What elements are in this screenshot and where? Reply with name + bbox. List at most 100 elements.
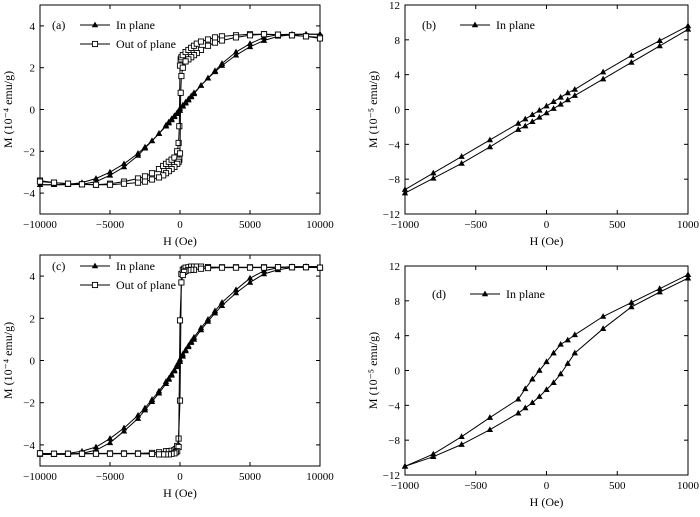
data-point xyxy=(316,35,324,42)
series-out-of-plane xyxy=(36,31,324,188)
data-point xyxy=(92,443,100,450)
y-tick-label: −8 xyxy=(388,435,400,447)
data-point xyxy=(246,43,254,50)
y-axis-label: M (10⁻⁵ emu/g) xyxy=(366,71,380,148)
data-point xyxy=(185,96,192,103)
data-point xyxy=(179,352,186,359)
data-point xyxy=(204,318,212,324)
data-point xyxy=(50,450,58,457)
series-line xyxy=(404,277,689,467)
panel-label: (d) xyxy=(432,287,446,301)
data-point xyxy=(188,339,195,345)
data-point xyxy=(274,264,282,271)
data-point xyxy=(106,171,114,178)
x-tick-label: 0 xyxy=(544,219,550,231)
data-point xyxy=(141,178,149,185)
y-tick-label: −2 xyxy=(23,398,35,410)
series-in-plane xyxy=(401,22,692,196)
data-point xyxy=(628,303,635,310)
data-point xyxy=(50,179,58,186)
data-point xyxy=(302,264,310,271)
data-point xyxy=(522,122,529,129)
data-point xyxy=(486,143,494,150)
data-point xyxy=(515,126,522,132)
data-point xyxy=(316,264,324,271)
y-tick-label: −4 xyxy=(388,400,400,412)
series-out-of-plane xyxy=(36,263,324,458)
data-point xyxy=(211,309,219,316)
data-point xyxy=(120,160,128,167)
y-tick-label: −4 xyxy=(23,440,35,452)
y-tick-label: 12 xyxy=(389,0,400,12)
data-point xyxy=(599,313,607,319)
data-point xyxy=(246,32,254,39)
data-point xyxy=(197,82,205,88)
data-point xyxy=(211,39,219,46)
data-point xyxy=(218,299,226,305)
legend-label: In plane xyxy=(116,259,155,273)
data-point xyxy=(684,271,692,278)
data-point xyxy=(599,68,607,75)
x-axis-label: H (Oe) xyxy=(530,495,564,509)
data-point xyxy=(106,435,114,441)
data-point xyxy=(564,336,571,343)
panel-label: (a) xyxy=(52,18,65,32)
y-tick-label: −4 xyxy=(23,188,35,200)
y-tick-label: 4 xyxy=(30,271,36,283)
data-point xyxy=(134,179,142,186)
y-tick-label: 2 xyxy=(30,313,36,325)
data-point xyxy=(178,279,185,286)
data-point xyxy=(106,439,114,446)
legend-marker xyxy=(481,290,489,297)
data-point xyxy=(232,289,240,296)
data-point xyxy=(430,174,437,181)
plot-frame xyxy=(404,265,689,476)
data-point xyxy=(232,264,240,271)
data-point xyxy=(141,144,149,151)
data-point xyxy=(515,120,522,126)
data-point xyxy=(246,264,254,271)
data-point xyxy=(176,397,184,404)
data-point xyxy=(190,90,198,97)
data-point xyxy=(218,62,226,68)
data-point xyxy=(260,264,268,271)
data-point xyxy=(78,450,86,457)
data-point xyxy=(120,450,128,457)
data-point xyxy=(218,264,226,271)
x-tick-label: −1000 xyxy=(391,219,420,231)
data-point xyxy=(165,119,172,126)
data-point xyxy=(106,450,114,457)
y-tick-label: 0 xyxy=(395,105,401,117)
y-axis-label: M (10⁻⁴ emu/g) xyxy=(1,71,15,148)
data-point xyxy=(148,170,156,177)
x-tick-label: −10000 xyxy=(23,471,57,483)
x-tick-label: 5000 xyxy=(239,471,262,483)
legend: In plane Out of plane xyxy=(80,18,176,51)
y-tick-label: 2 xyxy=(30,63,36,75)
data-point xyxy=(536,106,543,113)
data-point xyxy=(550,349,557,356)
x-tick-label: −5000 xyxy=(96,471,125,483)
data-point xyxy=(218,37,226,44)
x-tick-label: 500 xyxy=(609,219,626,231)
y-tick-label: −4 xyxy=(388,139,400,151)
x-tick-label: 10000 xyxy=(306,219,334,231)
data-point xyxy=(656,42,663,49)
y-tick-label: 4 xyxy=(395,70,401,82)
data-point xyxy=(543,386,550,392)
data-point xyxy=(550,98,557,104)
data-point xyxy=(515,409,522,416)
data-point xyxy=(78,181,86,188)
x-tick-label: 0 xyxy=(177,219,183,231)
data-point xyxy=(162,122,170,129)
data-point xyxy=(64,180,72,187)
data-point xyxy=(120,163,128,170)
data-point xyxy=(571,92,578,98)
data-point xyxy=(188,93,195,100)
data-point xyxy=(684,22,692,29)
data-point xyxy=(190,336,198,342)
data-point xyxy=(134,152,142,158)
data-point xyxy=(543,109,550,116)
data-point xyxy=(106,181,114,188)
data-point xyxy=(176,107,184,113)
